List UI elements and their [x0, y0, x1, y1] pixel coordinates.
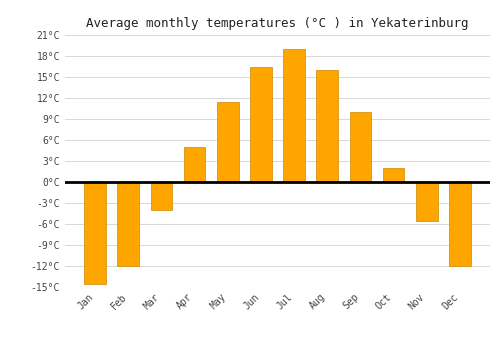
Bar: [316, 70, 338, 182]
Bar: [150, 182, 172, 210]
Title: Average monthly temperatures (°C ) in Yekaterinburg: Average monthly temperatures (°C ) in Ye…: [86, 17, 469, 30]
Bar: [118, 182, 139, 266]
Bar: [84, 182, 106, 284]
Bar: [416, 182, 438, 220]
Bar: [449, 182, 470, 266]
Bar: [350, 112, 371, 182]
Bar: [250, 66, 272, 182]
Bar: [284, 49, 305, 182]
Bar: [217, 102, 238, 182]
Bar: [184, 147, 206, 182]
Bar: [383, 168, 404, 182]
